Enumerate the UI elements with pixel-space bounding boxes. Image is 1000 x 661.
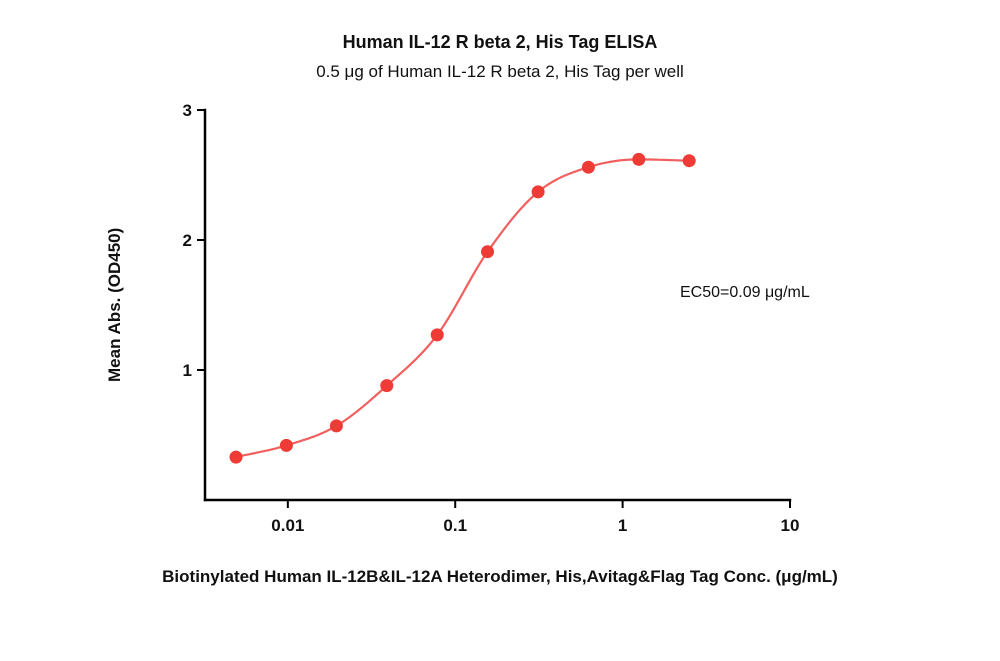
x-tick-label: 0.01 (271, 516, 304, 535)
data-point (581, 160, 595, 174)
x-tick-label: 10 (781, 516, 800, 535)
ec50-annotation: EC50=0.09 μg/mL (680, 284, 810, 301)
data-point (531, 185, 545, 199)
data-point (481, 245, 494, 259)
x-axis-label: Biotinylated Human IL-12B&IL-12A Heterod… (162, 567, 838, 586)
data-point (329, 419, 343, 433)
data-point (279, 438, 293, 452)
data-point (430, 328, 444, 342)
data-point (682, 154, 696, 168)
y-tick-label: 3 (183, 101, 192, 120)
data-point (380, 379, 394, 393)
data-point (632, 152, 646, 166)
y-tick-label: 1 (183, 361, 192, 380)
y-tick-label: 2 (183, 231, 192, 250)
data-point (229, 450, 243, 464)
fit-curve (235, 158, 690, 459)
chart-title: Human IL-12 R beta 2, His Tag ELISA (342, 32, 658, 52)
x-tick-label: 1 (618, 516, 627, 535)
x-tick-label: 0.1 (443, 516, 467, 535)
chart-subtitle: 0.5 μg of Human IL-12 R beta 2, His Tag … (316, 62, 684, 81)
